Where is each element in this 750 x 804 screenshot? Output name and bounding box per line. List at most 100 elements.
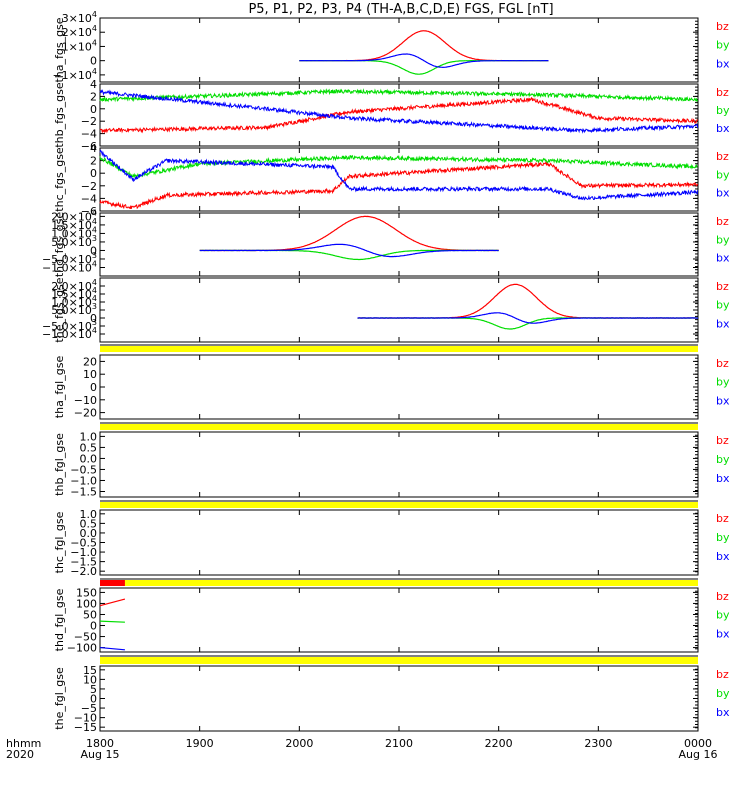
x-tick-label: 2000 (285, 737, 313, 750)
status-bar (100, 424, 698, 430)
y-tick-label: 1.0×104 (51, 294, 97, 309)
y-tick-label: 0.5 (80, 441, 98, 454)
panel-frame (99, 509, 699, 576)
y-tick-label: 4 (90, 142, 97, 155)
y-tick-label: 5.0×103 (51, 302, 97, 317)
series-bx (99, 149, 699, 201)
panel-frame (99, 277, 699, 343)
y-tick-label: −20 (74, 407, 97, 420)
y-tick-label: −15 (74, 721, 97, 734)
chart-title: P5, P1, P2, P3, P4 (TH-A,B,C,D,E) FGS, F… (248, 2, 554, 17)
panel-frame (99, 354, 699, 420)
legend-bz: bz (716, 434, 729, 447)
series-bx (299, 53, 549, 69)
legend-by: by (716, 453, 730, 466)
x-tick-label: 1800 (86, 737, 114, 750)
series-by (99, 620, 125, 623)
x-tick-label: 1900 (186, 737, 214, 750)
status-bar (100, 502, 698, 508)
y-tick-label: 1.0 (80, 508, 98, 521)
x-tick-label: 2100 (385, 737, 413, 750)
y-tick-label: 0 (90, 381, 97, 394)
y-tick-label: 2.0×104 (51, 208, 97, 223)
y-tick-label: 0 (90, 693, 97, 706)
series-bz (99, 96, 699, 134)
legend-bz: bz (716, 20, 729, 33)
y-tick-label: −2.0 (70, 565, 97, 578)
y-tick-label: −0.5 (70, 537, 97, 550)
panel-thd-fgs-gse: 2.0×1041.5×1041.0×1045.0×1030−5.0×103−1.… (42, 208, 730, 277)
series-bz (99, 598, 126, 607)
legend-bx: bx (716, 550, 730, 563)
time-axis-year-label: 2020 (6, 748, 34, 761)
y-tick-label: 10 (83, 673, 97, 686)
y-tick-label: −6 (81, 205, 97, 218)
y-tick-label: 20 (83, 355, 97, 368)
x-tick-date-label: Aug 16 (679, 748, 718, 761)
legend-by: by (716, 39, 730, 52)
legend-bx: bx (716, 472, 730, 485)
legend-bx: bx (716, 122, 730, 135)
legend-by: by (716, 531, 730, 544)
y-tick-label: −0.5 (70, 463, 97, 476)
y-tick-label: −6 (81, 140, 97, 153)
y-tick-label: 3×104 (62, 10, 97, 25)
legend-bz: bz (716, 357, 729, 370)
panel-thb-fgl-gse: 1.00.50.0−0.5−1.0−1.5 thb_fgl_gse bz by bx (53, 430, 730, 498)
series-bx (357, 312, 699, 324)
series-bz (357, 283, 698, 319)
panel-frame (99, 17, 699, 83)
y-tick-label: −10 (74, 394, 97, 407)
y-tick-label: −5 (81, 702, 97, 715)
y-tick-label: 1×104 (62, 38, 97, 53)
y-tick-label: 150 (76, 586, 97, 599)
y-tick-label: −1×104 (52, 67, 97, 82)
series-by (357, 317, 699, 330)
y-tick-label: 15 (83, 664, 97, 677)
series-bx (99, 89, 699, 134)
y-tick-label: 1.0 (80, 430, 98, 443)
series-by (99, 154, 698, 179)
legend-by: by (716, 376, 730, 389)
legend-by: by (716, 168, 730, 181)
status-bar (100, 657, 698, 664)
y-axis-label: thd_fgs_gse (53, 212, 66, 278)
y-tick-label: −4 (81, 128, 97, 141)
y-tick-label: −5.0×103 (42, 318, 97, 333)
y-tick-label: −50 (74, 631, 97, 644)
panel-frame (99, 587, 699, 653)
legend-by: by (716, 233, 730, 246)
legend-bx: bx (716, 252, 730, 265)
series-by (99, 88, 699, 103)
series-by (199, 249, 499, 261)
status-bar (100, 580, 698, 586)
y-tick-label: 0 (90, 312, 97, 325)
y-tick-label: −1.0 (70, 474, 97, 487)
y-tick-label: 100 (76, 597, 97, 610)
panel-frame (99, 83, 699, 147)
panel-frame (99, 665, 699, 732)
x-tick-label: 2300 (584, 737, 612, 750)
y-tick-label: 10 (83, 368, 97, 381)
y-tick-label: −1.0×104 (42, 259, 97, 274)
legend-bx: bx (716, 187, 730, 200)
y-tick-label: 1.5×104 (51, 286, 97, 301)
series-bz (99, 160, 699, 210)
panel-the-fgs-gse: 2.0×1041.5×1041.0×1045.0×1030−5.0×103−1.… (42, 277, 730, 342)
y-tick-label: 0 (90, 620, 97, 633)
legend-by: by (716, 609, 730, 622)
y-tick-label: 5 (90, 683, 97, 696)
y-tick-label: −100 (67, 642, 97, 655)
y-axis-label: thc_fgl_gse (53, 511, 66, 573)
y-tick-label: 2×104 (62, 24, 97, 39)
status-bar (100, 346, 698, 352)
y-tick-label: 5.0×103 (51, 234, 97, 249)
legend-bz: bz (716, 590, 729, 603)
y-tick-label: 0.5 (80, 517, 98, 530)
legend-by: by (716, 299, 730, 312)
